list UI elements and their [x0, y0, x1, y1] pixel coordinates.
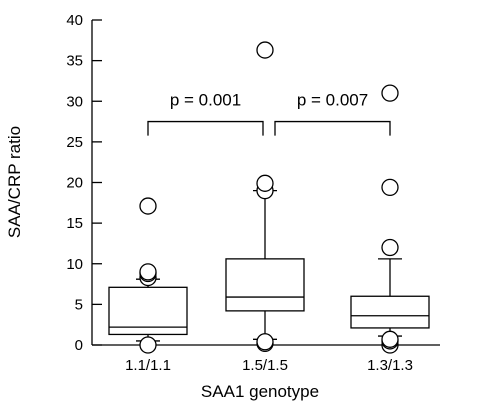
y-tick-label: 5 — [75, 296, 83, 313]
y-tick-label: 0 — [75, 337, 83, 354]
box-1-5-1-5 — [225, 41, 305, 353]
p-value-label: p = 0.007 — [297, 91, 368, 110]
bracket-line — [147, 120, 264, 136]
x-tick-label: 1.5/1.5 — [242, 357, 288, 374]
outlier-point — [381, 84, 399, 102]
x-axis-title: SAA1 genotype — [201, 382, 319, 401]
y-tick-label: 20 — [66, 175, 83, 192]
outlier-point — [256, 333, 274, 351]
outlier-point — [139, 197, 157, 215]
outlier-point — [381, 330, 399, 348]
box-iqr — [225, 258, 305, 312]
y-tick-label: 40 — [66, 12, 83, 29]
outlier-point — [256, 41, 274, 59]
y-tick-label: 30 — [66, 93, 83, 110]
outlier-point — [381, 238, 399, 257]
outlier-point — [139, 336, 157, 354]
y-axis-title: SAA/CRP ratio — [5, 126, 24, 238]
y-tick-label: 25 — [66, 134, 83, 151]
bracket-line — [274, 120, 391, 136]
y-tick-label: 15 — [66, 215, 83, 232]
outlier-point — [139, 263, 157, 281]
outlier-point — [381, 178, 399, 197]
boxes — [108, 41, 430, 354]
box-1-3-1-3 — [350, 84, 430, 354]
y-tick-label: 35 — [66, 53, 83, 70]
p-value-label: p = 0.001 — [170, 91, 241, 110]
y-tick-label: 10 — [66, 256, 83, 273]
annotations: p = 0.001 p = 0.007 — [147, 91, 391, 136]
y-axis: 0 5 10 15 20 25 30 35 40 — [66, 12, 102, 354]
x-tick-label: 1.3/1.3 — [367, 357, 413, 374]
box-iqr — [350, 295, 430, 329]
outlier-point — [256, 174, 274, 192]
x-tick-label: 1.1/1.1 — [125, 357, 171, 374]
significance-bracket: p = 0.007 — [274, 91, 391, 136]
box-1-1-1-1 — [108, 197, 188, 354]
significance-bracket: p = 0.001 — [147, 91, 264, 136]
